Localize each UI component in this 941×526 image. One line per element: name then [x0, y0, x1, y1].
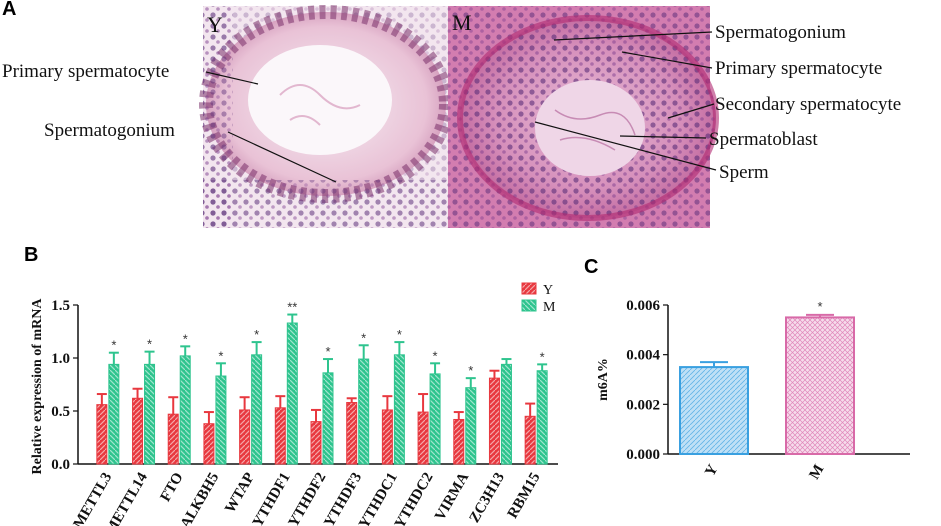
bar-m: [465, 387, 477, 465]
label-spermatogonium-right: Spermatogonium: [715, 22, 846, 43]
significance-mark: *: [433, 348, 438, 363]
bar-c-y: [679, 366, 749, 456]
significance-mark: *: [540, 349, 545, 364]
bar-m: [286, 322, 298, 465]
chart-c-significance-mark: *: [817, 299, 822, 314]
label-sperm: Sperm: [719, 162, 769, 183]
significance-mark: *: [254, 327, 259, 342]
bar-y: [488, 377, 500, 465]
bar-m: [108, 363, 120, 465]
significance-mark: *: [218, 348, 223, 363]
bar-y: [132, 397, 144, 465]
micrograph-middle: [448, 6, 719, 228]
legend-swatch-y: [521, 282, 537, 295]
chart-c-y-tick-label: 0.000: [626, 447, 660, 463]
bar-y: [167, 413, 179, 465]
chart-b-category-label: ZC3H13: [467, 470, 508, 526]
chart-b-y-label: Relative expression of mRNA: [30, 298, 45, 475]
significance-mark: *: [111, 338, 116, 353]
chart-c-y-tick-label: 0.004: [626, 348, 660, 364]
bar-m: [500, 363, 512, 465]
chart-b-category-label: WTAP: [222, 470, 258, 516]
bar-m: [144, 363, 156, 465]
label-primary-spermatocyte-right: Primary spermatocyte: [715, 58, 882, 79]
bar-y: [417, 411, 429, 465]
significance-mark: *: [397, 327, 402, 342]
panel-label-c: C: [584, 256, 599, 278]
bar-m: [179, 355, 191, 465]
bar-y: [96, 404, 108, 465]
bar-y: [310, 421, 322, 465]
chart-b-y-tick-label: 1.0: [51, 351, 70, 367]
micrograph-young: [199, 5, 453, 228]
label-primary-spermatocyte-left: Primary spermatocyte: [2, 61, 169, 82]
chart-c-m6a-percent: 0.000 0.002 0.004 0.006 m6A% Y * M: [596, 298, 910, 482]
label-secondary-spermatocyte: Secondary spermatocyte: [715, 94, 901, 115]
bar-y: [239, 409, 251, 465]
significance-mark: **: [287, 300, 297, 315]
chart-c-category-label: M: [807, 462, 828, 482]
bar-y: [381, 409, 393, 465]
label-spermatogonium-left: Spermatogonium: [44, 120, 175, 141]
significance-mark: *: [147, 337, 152, 352]
micrograph-tag-y: Y: [207, 12, 223, 37]
left-annotations: Primary spermatocyte Spermatogonium: [2, 61, 337, 183]
chart-b-y-tick-label: 0.5: [51, 404, 70, 420]
chart-b-category-label: VIRMA: [432, 470, 472, 524]
bar-y: [203, 423, 215, 465]
chart-c-category-label: Y: [702, 462, 721, 480]
panel-label-a: A: [2, 0, 17, 20]
chart-c-y-tick-label: 0.006: [626, 298, 660, 314]
bar-m: [215, 375, 227, 465]
significance-mark: *: [325, 344, 330, 359]
chart-b-category-label: RBM15: [505, 470, 544, 521]
bar-y: [524, 415, 536, 465]
bar-m: [322, 372, 334, 465]
label-spermatoblast: Spermatoblast: [709, 129, 818, 150]
significance-mark: *: [183, 331, 188, 346]
bar-y: [346, 402, 358, 465]
panel-label-b: B: [24, 244, 39, 266]
bar-m: [536, 370, 548, 465]
legend-label-y: Y: [543, 283, 553, 298]
chart-b-y-tick-label: 0.0: [51, 457, 70, 473]
bar-y: [274, 407, 286, 465]
chart-b-y-tick-label: 1.5: [51, 298, 70, 314]
bar-c-m: [785, 316, 855, 455]
legend-swatch-m: [521, 299, 537, 312]
chart-b-mrna-expression: 0.0 0.5 1.0 1.5 Relative expression of mRNA *…: [30, 282, 558, 526]
bar-m: [429, 373, 441, 465]
bar-m: [251, 354, 263, 465]
significance-mark: *: [361, 330, 366, 345]
right-annotations: Spermatogonium Primary spermatocyte Seco…: [534, 22, 901, 183]
micrograph-tag-m: M: [452, 10, 472, 35]
bar-m: [358, 358, 370, 465]
legend-label-m: M: [543, 300, 556, 315]
significance-mark: *: [468, 363, 473, 378]
chart-c-y-label: m6A%: [596, 358, 611, 401]
bar-m: [393, 354, 405, 465]
bar-y: [453, 418, 465, 465]
chart-c-y-tick-label: 0.002: [626, 397, 660, 413]
chart-b-category-label: FTO: [158, 470, 187, 504]
